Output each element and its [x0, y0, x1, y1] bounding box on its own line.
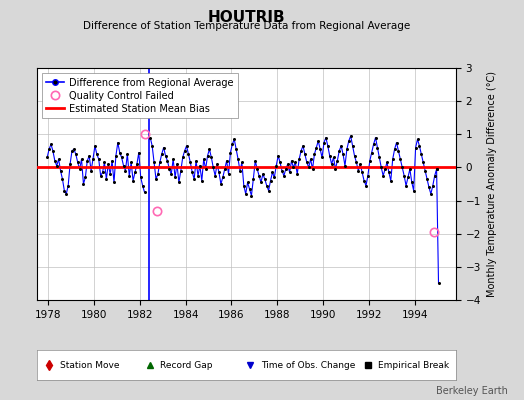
Text: Time of Obs. Change: Time of Obs. Change [261, 360, 355, 370]
Text: Berkeley Earth: Berkeley Earth [436, 386, 508, 396]
Text: Difference of Station Temperature Data from Regional Average: Difference of Station Temperature Data f… [83, 21, 410, 31]
Text: HOUTRIB: HOUTRIB [208, 10, 285, 25]
Legend: Difference from Regional Average, Quality Control Failed, Estimated Station Mean: Difference from Regional Average, Qualit… [41, 73, 238, 118]
Text: Station Move: Station Move [60, 360, 119, 370]
Text: Empirical Break: Empirical Break [378, 360, 450, 370]
Y-axis label: Monthly Temperature Anomaly Difference (°C): Monthly Temperature Anomaly Difference (… [486, 71, 497, 297]
Text: Record Gap: Record Gap [160, 360, 213, 370]
